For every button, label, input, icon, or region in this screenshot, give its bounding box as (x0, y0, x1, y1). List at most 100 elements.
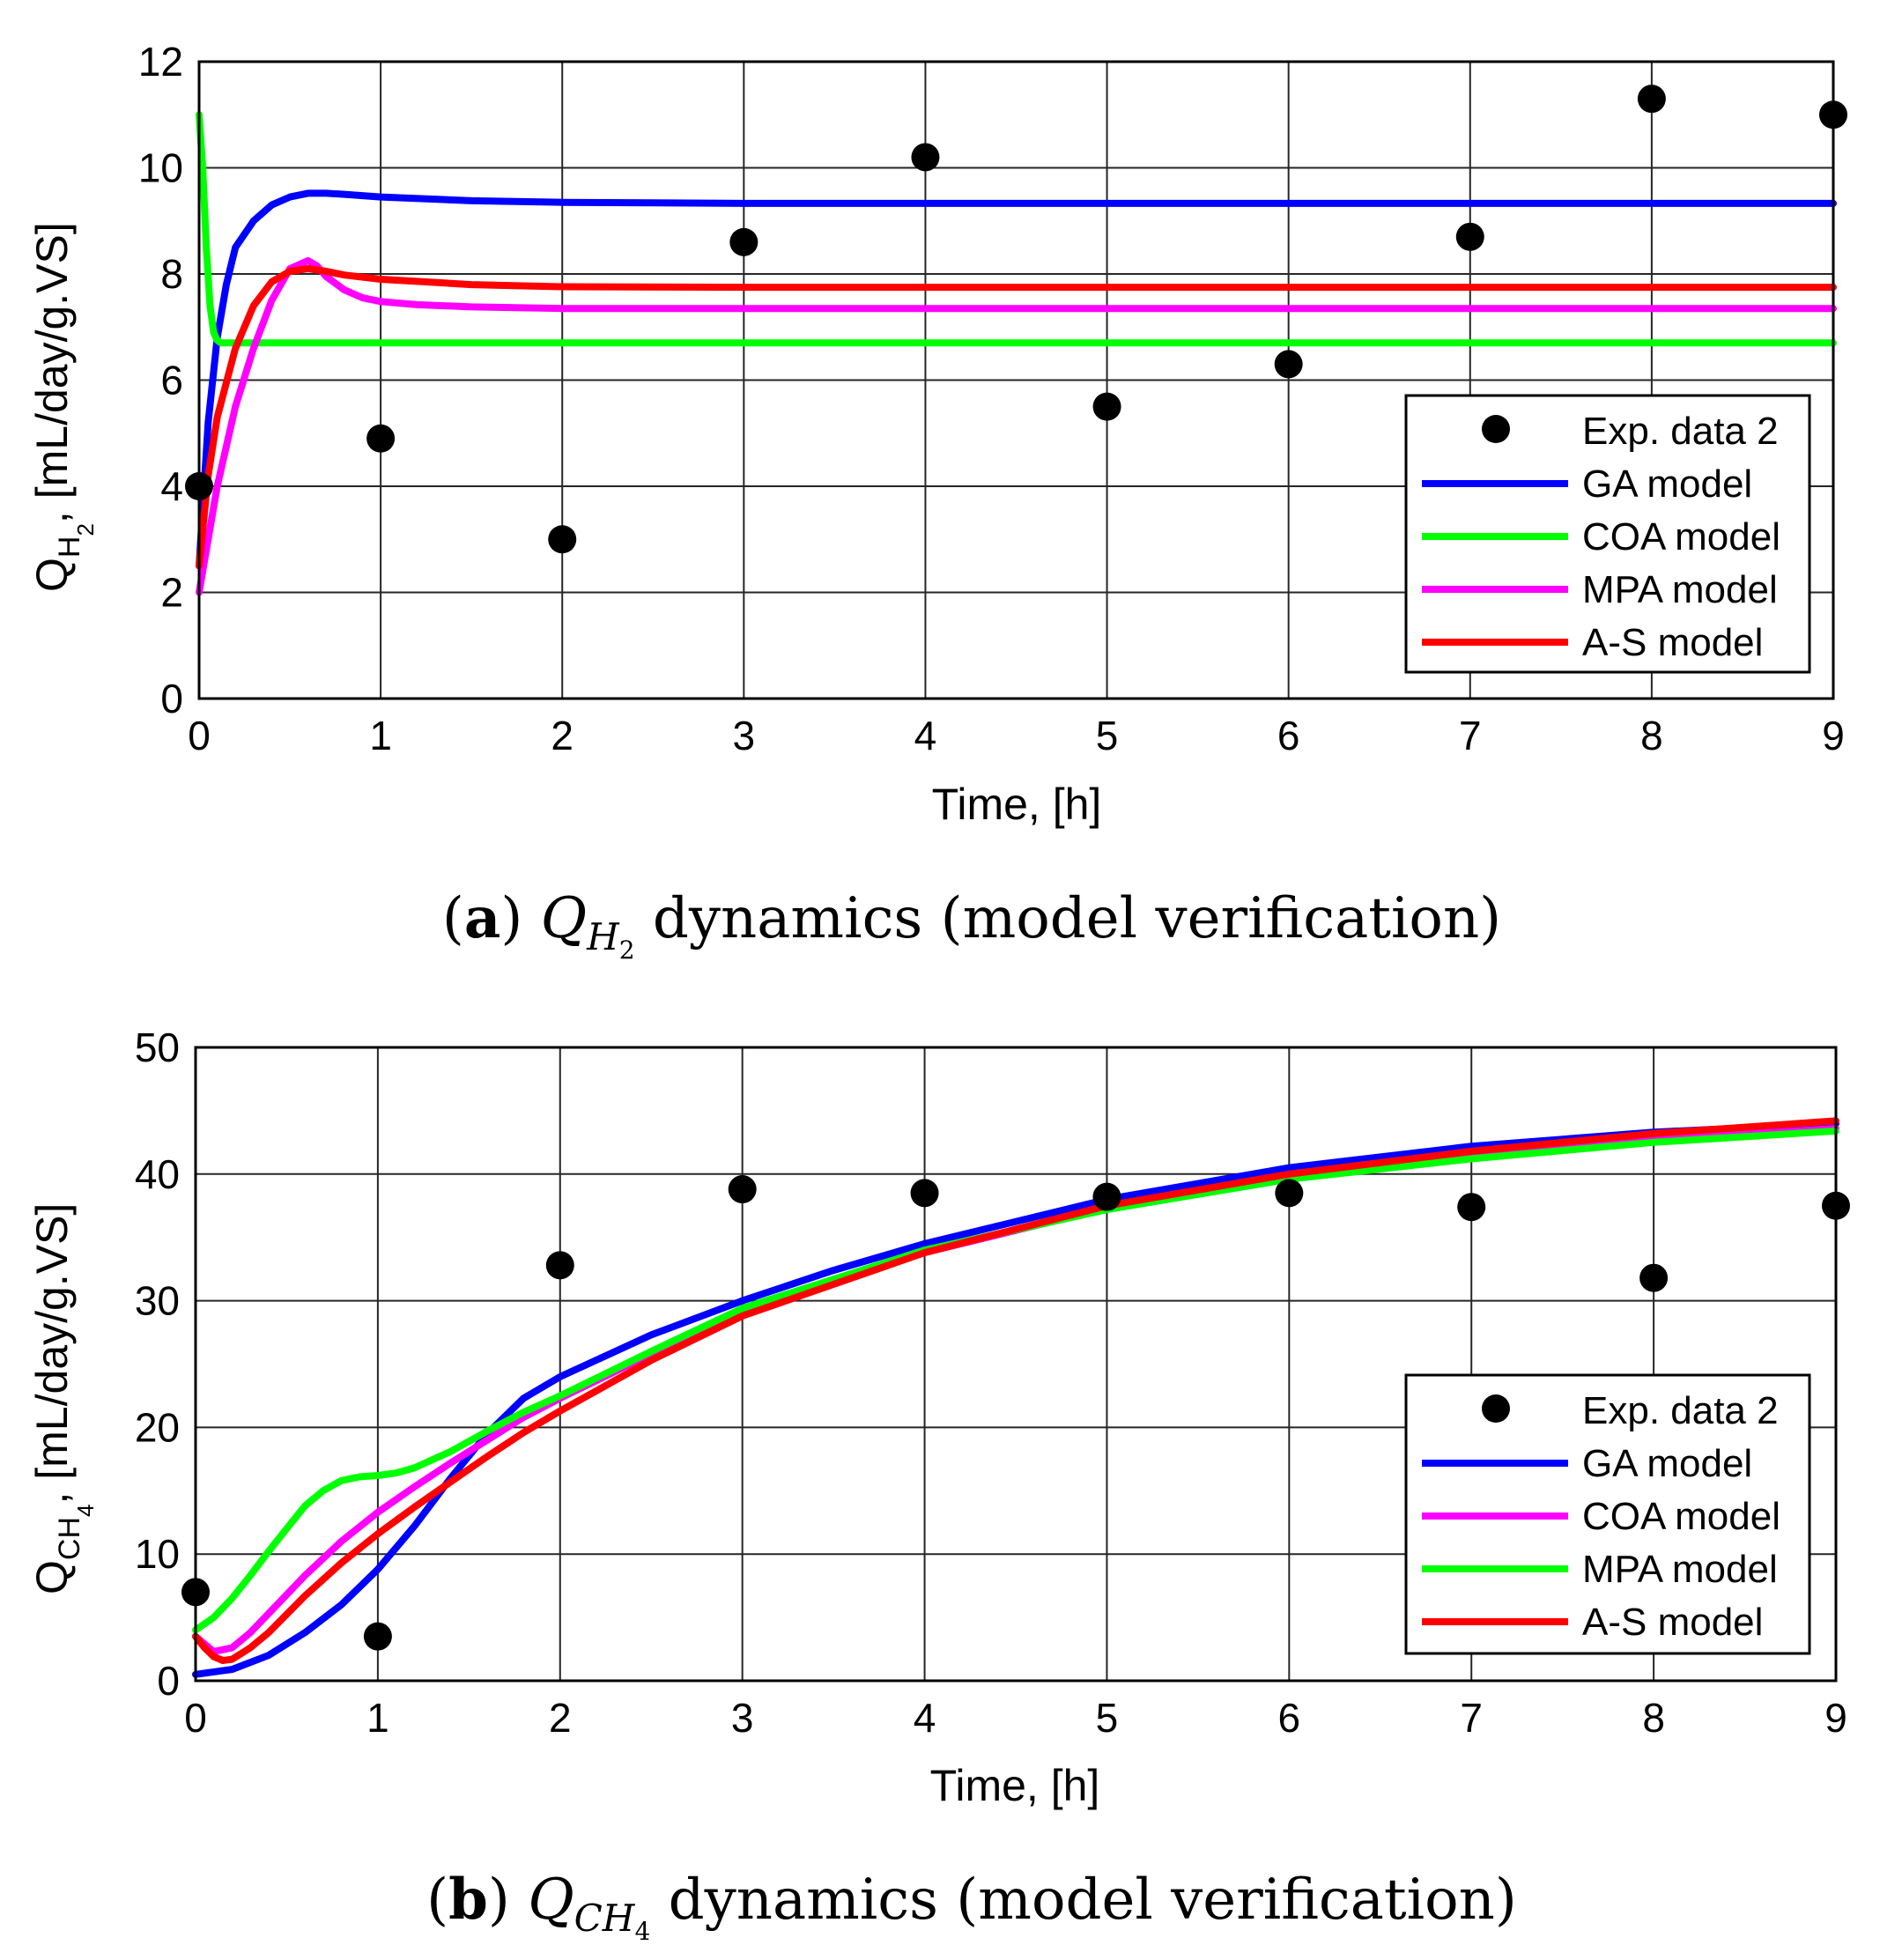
b-series-line-ga-model (192, 1120, 1839, 1678)
b-y-tick-label: 40 (135, 1151, 180, 1197)
b-legend-label: A-S model (1582, 1601, 1763, 1644)
a-legend-label: COA model (1582, 515, 1780, 558)
a-series-line-ga-model (196, 189, 1837, 570)
b-y-tick-label: 0 (157, 1658, 180, 1704)
a-series-line-mpa-model (196, 256, 1837, 596)
panel-b-caption-subsub: 4 (634, 1917, 650, 1946)
b-x-tick-label: 0 (184, 1695, 207, 1741)
a-exp-data-point (1274, 350, 1303, 379)
b-y-tick-label: 20 (135, 1404, 180, 1450)
a-exp-data-point (1637, 85, 1666, 114)
panel-a-series-lines (196, 111, 1837, 596)
panel-a-ylabel-symbol: Q (27, 558, 77, 592)
b-legend-label: Exp. data 2 (1582, 1389, 1779, 1432)
a-exp-data-point (1455, 222, 1484, 251)
b-exp-data-point (910, 1179, 939, 1208)
panel-a-caption: (a) QH2 dynamics (model verification) (442, 885, 1501, 965)
b-exp-data-point (363, 1622, 392, 1651)
a-x-tick-label: 5 (1096, 713, 1119, 758)
panel-a-ylabel-sub: H (53, 536, 86, 558)
panel-a-data-points (185, 85, 1847, 554)
panel-b-axes-frame (194, 1046, 1838, 1683)
a-series-line-a-s-model (196, 265, 1837, 570)
panel-b-data-points (181, 1175, 1850, 1651)
a-legend-label: Exp. data 2 (1582, 410, 1779, 453)
panel-b-ylabel-symbol: Q (27, 1560, 77, 1594)
b-x-tick-label: 1 (366, 1695, 389, 1741)
b-x-tick-label: 7 (1460, 1695, 1483, 1741)
b-y-tick-label: 50 (135, 1024, 180, 1070)
panel-a-y-axis-label: QH2, [mL/day/g.VS] (27, 222, 99, 592)
a-series-line-coa-model (196, 111, 1837, 347)
a-x-tick-label: 2 (551, 713, 574, 758)
b-x-tick-label: 5 (1096, 1695, 1119, 1741)
a-x-tick-label: 9 (1822, 713, 1845, 758)
b-legend-label: MPA model (1582, 1548, 1778, 1591)
a-y-tick-label: 10 (138, 145, 183, 191)
a-y-tick-label: 12 (138, 39, 183, 85)
a-x-tick-label: 8 (1640, 713, 1663, 758)
b-exp-data-point (728, 1175, 757, 1204)
a-exp-data-point (729, 227, 759, 256)
panel-b-ylabel-units: , [mL/day/g.VS] (27, 1203, 77, 1505)
panel-b-caption-symbol: Q (528, 1868, 574, 1933)
b-exp-data-point (1457, 1193, 1486, 1222)
panel-b-caption-sub: CH (574, 1897, 636, 1940)
panel-b-y-axis-label: QCH4, [mL/day/g.VS] (27, 1203, 99, 1594)
b-x-tick-label: 9 (1824, 1695, 1847, 1741)
b-exp-data-point (1092, 1182, 1121, 1211)
b-exp-data-point (1639, 1263, 1669, 1292)
a-exp-data-point (366, 424, 396, 453)
panel-b-x-tick-labels: 0 1 2 3 4 5 6 7 8 9 (184, 1695, 1847, 1741)
a-y-tick-label: 0 (160, 676, 183, 721)
a-exp-data-point (1092, 392, 1121, 421)
a-x-tick-label: 7 (1459, 713, 1482, 758)
b-x-tick-label: 3 (731, 1695, 754, 1741)
b-x-tick-label: 6 (1278, 1695, 1301, 1741)
b-series-line-a-s-model (192, 1117, 1839, 1664)
a-x-tick-label: 3 (733, 713, 756, 758)
panel-a-legend: Exp. data 2 GA model COA model MPA model A-S… (1404, 394, 1811, 674)
panel-a-axes-frame (197, 60, 1835, 700)
panel-b-caption-text: dynamics (model verification) (669, 1868, 1517, 1933)
panel-a-caption-sub: H (586, 915, 620, 958)
panel-a-caption-text: dynamics (model verification) (653, 886, 1501, 951)
b-legend-label: GA model (1582, 1442, 1752, 1485)
b-legend-label: COA model (1582, 1495, 1780, 1538)
panel-a-caption-symbol: Q (541, 886, 587, 951)
a-x-tick-label: 1 (369, 713, 392, 758)
b-y-tick-label: 10 (135, 1531, 180, 1577)
a-x-tick-label: 4 (914, 713, 937, 758)
panel-a-x-axis-label: Time, [h] (932, 780, 1102, 829)
panel-a-ylabel-subsub: 2 (72, 523, 99, 536)
panel-b-caption-letter: b (448, 1867, 488, 1933)
panel-a-caption-subsub: 2 (619, 936, 635, 965)
a-y-tick-label: 8 (160, 251, 183, 297)
b-exp-data-point (545, 1251, 574, 1280)
panel-b-x-axis-label: Time, [h] (930, 1761, 1100, 1810)
panel-b-ylabel-sub: CH (53, 1517, 86, 1560)
a-exp-data-point (911, 143, 940, 172)
panel-b-ylabel-subsub: 4 (72, 1505, 99, 1517)
panel-a-x-tick-labels: 0 1 2 3 4 5 6 7 8 9 (188, 713, 1845, 758)
a-legend-label: GA model (1582, 462, 1752, 506)
b-x-tick-label: 8 (1642, 1695, 1665, 1741)
a-exp-data-point (548, 525, 577, 554)
panel-b-y-tick-labels: 0 10 20 30 40 50 (135, 1024, 180, 1704)
b-exp-data-point (1275, 1179, 1304, 1208)
a-y-tick-label: 4 (160, 463, 183, 509)
a-x-tick-label: 0 (188, 713, 211, 758)
b-legend-marker (1482, 1394, 1510, 1423)
a-x-tick-label: 6 (1277, 713, 1300, 758)
b-x-tick-label: 4 (914, 1695, 936, 1741)
a-legend-marker (1482, 415, 1510, 443)
panel-a-ylabel-units: , [mL/day/g.VS] (27, 222, 77, 523)
a-y-tick-label: 6 (160, 358, 183, 403)
b-y-tick-label: 30 (135, 1278, 180, 1324)
panel-b-caption: (b) QCH4 dynamics (model verification) (426, 1867, 1517, 1946)
panel-a-y-tick-labels: 0 2 4 6 8 10 12 (138, 39, 183, 721)
b-x-tick-label: 2 (549, 1695, 572, 1741)
